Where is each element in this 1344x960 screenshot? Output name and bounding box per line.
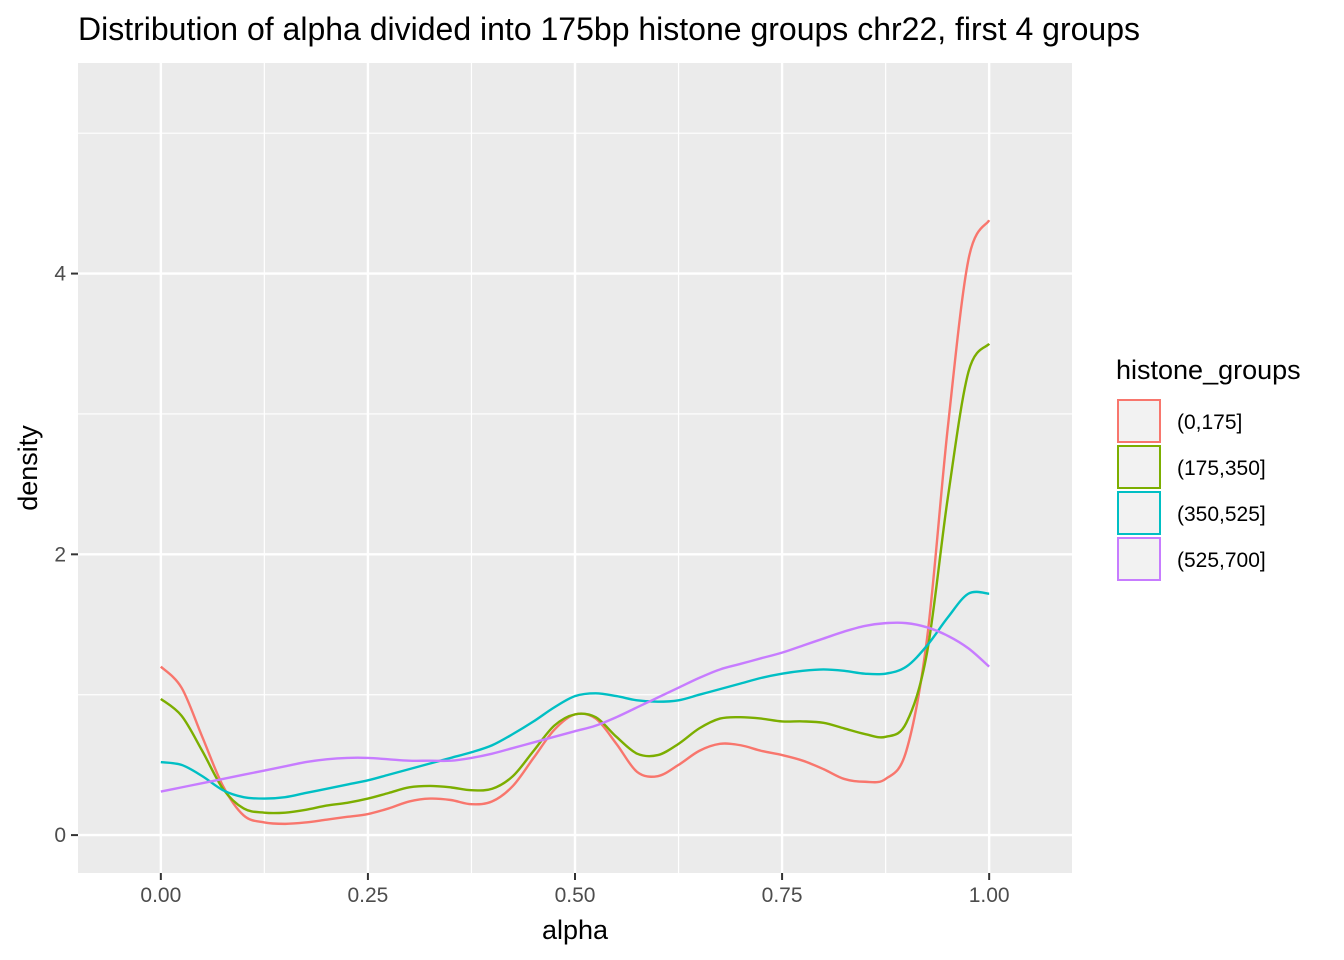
legend: histone_groups (0,175] (175,350] (350,525]…: [1116, 355, 1301, 581]
x-tick-label: 0.00: [140, 884, 181, 907]
x-tick-label: 0.25: [347, 884, 388, 907]
x-tick-label: 0.50: [555, 884, 596, 907]
x-tick-label: 1.00: [969, 884, 1010, 907]
y-axis-title: density: [13, 425, 43, 511]
legend-label: (525,700]: [1177, 549, 1266, 572]
chart-title: Distribution of alpha divided into 175bp…: [78, 11, 1140, 47]
y-tick-label: 0: [54, 824, 66, 847]
density-line: [160, 621, 990, 793]
legend-label: (350,525]: [1177, 503, 1266, 526]
y-tick-label: 4: [54, 263, 66, 286]
y-tick-label: 2: [54, 543, 66, 566]
legend-key: [1117, 445, 1161, 489]
legend-key: [1117, 399, 1161, 443]
legend-label: (175,350]: [1177, 457, 1266, 480]
x-axis-title: alpha: [542, 915, 609, 945]
x-tick-label: 0.75: [762, 884, 803, 907]
axis-ticks: 0.00 0.25 0.50 0.75 1.00 0 2 4: [54, 263, 1009, 907]
legend-title: histone_groups: [1116, 355, 1301, 385]
legend-items: (0,175] (175,350] (350,525] (525,700]: [1117, 399, 1266, 581]
density-line: [160, 342, 991, 815]
legend-label: (0,175]: [1177, 411, 1242, 434]
density-line: [160, 590, 990, 800]
legend-key: [1117, 537, 1161, 581]
series-lines: [159, 219, 991, 826]
grid-lines: [78, 63, 1072, 873]
legend-key: [1117, 491, 1161, 535]
